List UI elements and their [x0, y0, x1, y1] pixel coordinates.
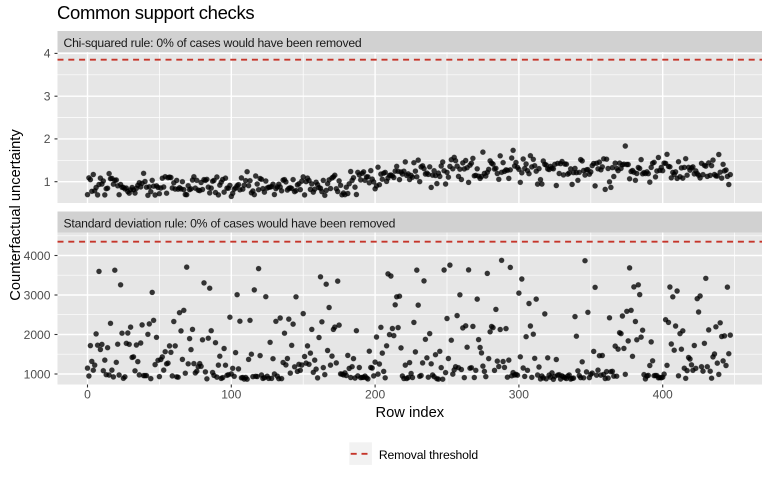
svg-text:0: 0: [84, 387, 91, 401]
svg-text:Common support checks: Common support checks: [57, 2, 254, 23]
svg-text:4000: 4000: [24, 249, 51, 263]
svg-text:300: 300: [509, 387, 529, 401]
svg-text:Chi-squared rule: 0% of cases: Chi-squared rule: 0% of cases would have…: [64, 36, 362, 50]
svg-text:1000: 1000: [24, 367, 51, 381]
svg-text:100: 100: [221, 387, 241, 401]
svg-text:400: 400: [653, 387, 673, 401]
svg-text:Counterfactual uncertainty: Counterfactual uncertainty: [8, 129, 24, 301]
svg-text:Row index: Row index: [376, 405, 445, 421]
svg-text:3: 3: [44, 90, 51, 104]
svg-text:Standard deviation rule: 0% of: Standard deviation rule: 0% of cases wou…: [64, 216, 396, 230]
svg-text:1: 1: [44, 175, 51, 189]
svg-text:3000: 3000: [24, 288, 51, 302]
svg-text:200: 200: [365, 387, 385, 401]
svg-text:4: 4: [44, 47, 51, 61]
svg-text:2000: 2000: [24, 328, 51, 342]
svg-text:Removal threshold: Removal threshold: [379, 448, 478, 462]
svg-text:2: 2: [44, 132, 51, 146]
